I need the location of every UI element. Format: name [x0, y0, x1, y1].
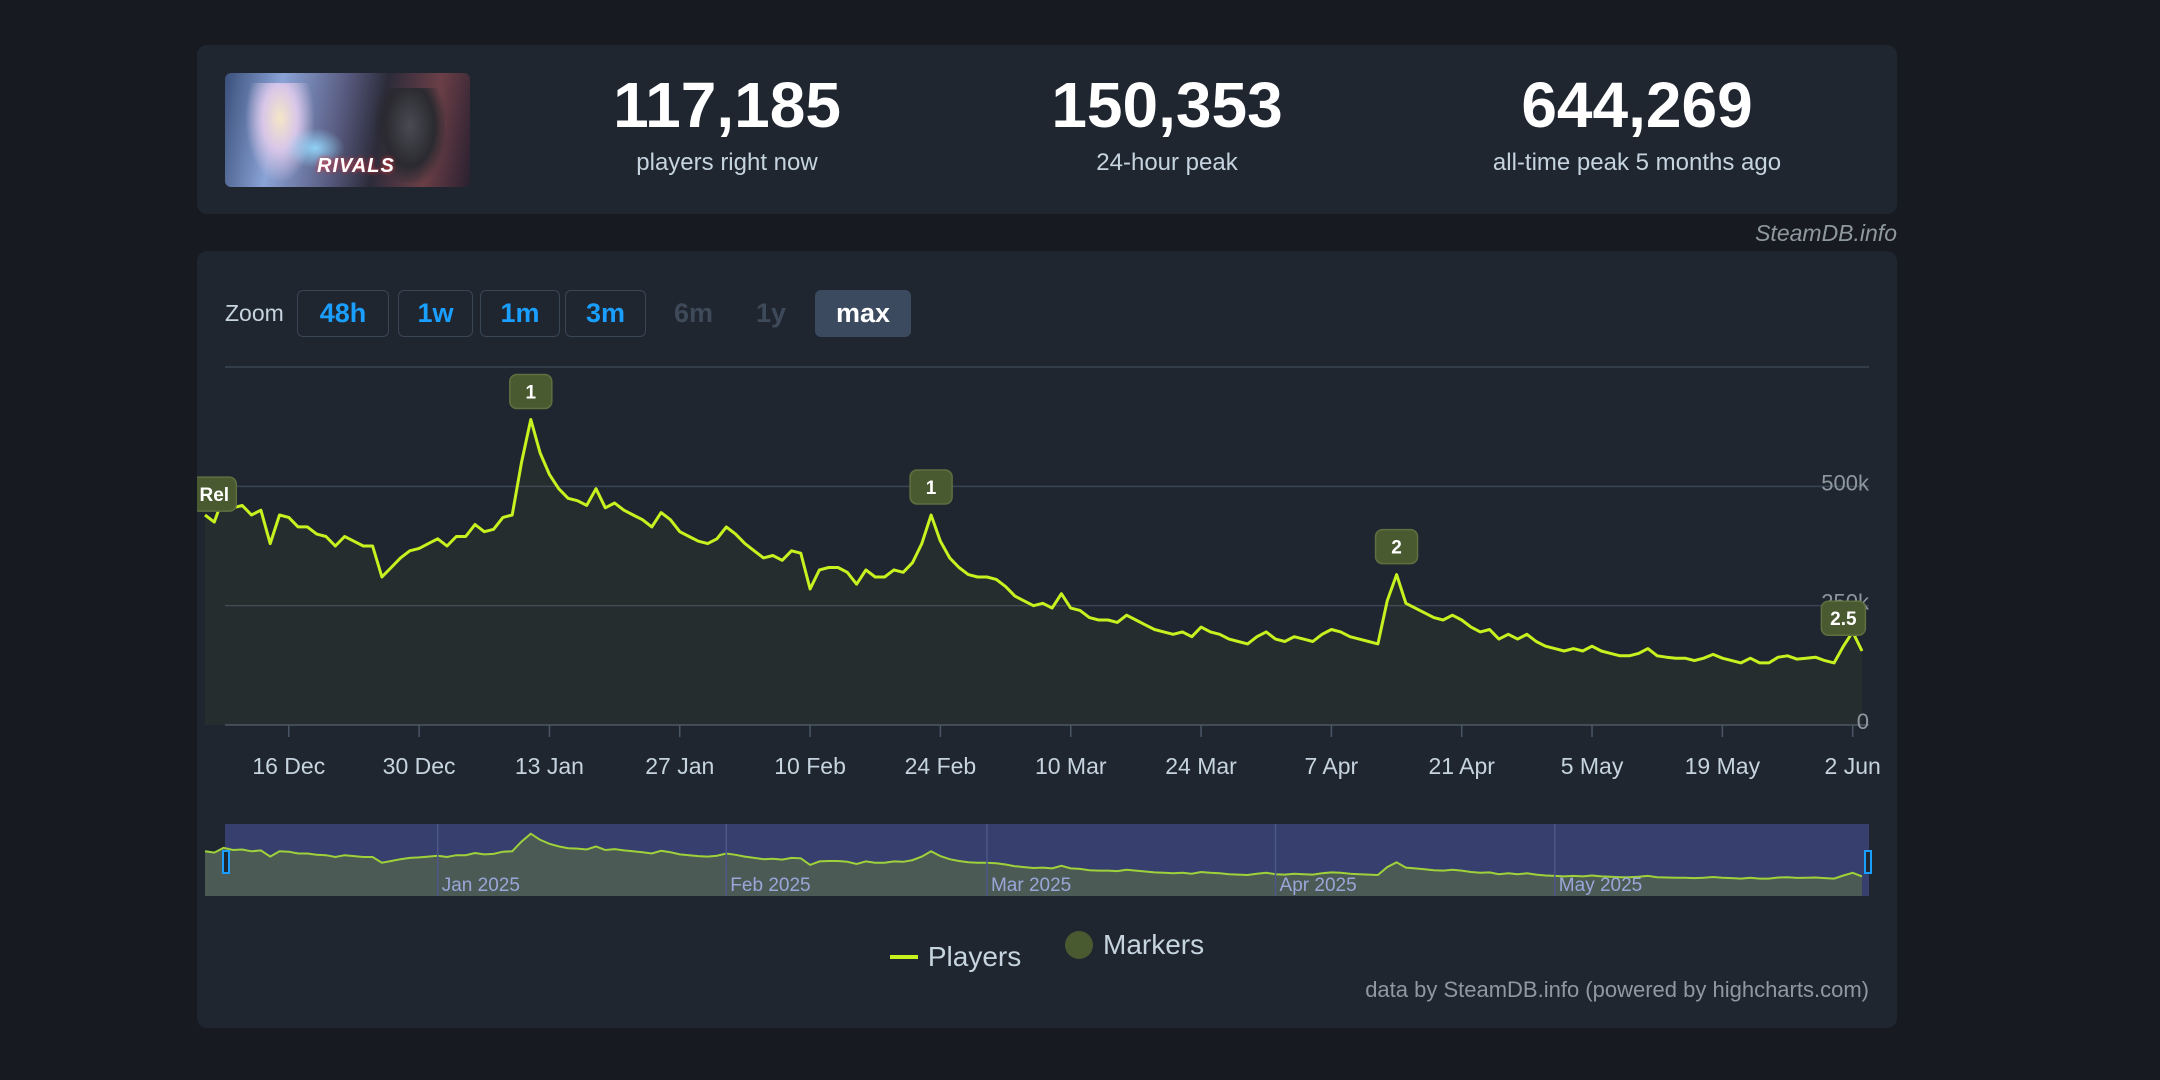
y-tick-label: 0: [1857, 709, 1869, 734]
zoom-48h-button[interactable]: 48h: [297, 290, 389, 337]
stat-current-players: 117,185 players right now: [557, 73, 897, 177]
players-line-icon: [889, 955, 918, 959]
energy-glow: [285, 128, 345, 168]
marker-label: Rel: [200, 485, 230, 506]
24h-peak-value: 150,353: [1051, 69, 1283, 141]
navigator-line: [204, 832, 1863, 880]
navigator-label: May 2025: [1559, 875, 1642, 896]
legend-players-label: Players: [927, 941, 1022, 972]
chart-card: Zoom 48h 1w 1m 3m 6m 1y max 0250k500k16 …: [197, 251, 1897, 1028]
legend-markers[interactable]: Markers: [1065, 929, 1204, 961]
release-marker: [909, 469, 953, 505]
stats-header: RIVALS 117,185 players right now 150,353…: [197, 45, 1897, 214]
stat-all-time-peak: 644,269 all-time peak 5 months ago: [1427, 73, 1847, 177]
x-tick-label: 24 Mar: [1165, 753, 1237, 779]
release-marker: [1820, 600, 1867, 636]
navigator-handle-right: [1864, 850, 1872, 874]
x-tick-label: 24 Feb: [905, 753, 977, 779]
zoom-max-button[interactable]: max: [815, 290, 911, 337]
players-area: [205, 419, 1862, 725]
x-tick-label: 30 Dec: [383, 753, 456, 779]
marker-label: 2: [1391, 538, 1402, 559]
all-time-peak-value: 644,269: [1521, 69, 1753, 141]
x-tick-label: 2 Jun: [1825, 753, 1881, 779]
navigator-area: [205, 833, 1862, 896]
game-logo: RIVALS: [317, 155, 395, 177]
marker-label: 2.5: [1830, 609, 1857, 630]
navigator-handle-left: [222, 850, 230, 874]
release-marker: [197, 476, 238, 512]
all-time-peak-label: all-time peak 5 months ago: [1492, 149, 1782, 176]
navigator-label: Mar 2025: [991, 875, 1071, 896]
current-players-value: 117,185: [613, 69, 841, 141]
navigator-label: Jan 2025: [442, 875, 520, 896]
zoom-1w-button[interactable]: 1w: [398, 290, 473, 337]
chart-legend: Players Markers: [197, 929, 1897, 973]
markers-dot-icon: [1065, 931, 1094, 959]
current-players-label: players right now: [636, 149, 818, 176]
x-tick-label: 16 Dec: [252, 753, 325, 779]
stat-24h-peak: 150,353 24-hour peak: [997, 73, 1337, 177]
release-marker: [509, 373, 553, 410]
zoom-6m-button: 6m: [673, 298, 714, 328]
x-tick-label: 27 Jan: [645, 753, 714, 779]
x-tick-label: 10 Mar: [1035, 753, 1107, 779]
release-marker: [1374, 528, 1419, 565]
y-tick-label: 500k: [1821, 470, 1870, 495]
zoom-1m-button[interactable]: 1m: [480, 290, 560, 337]
hero-figure-right: [375, 88, 445, 183]
marker-label: 1: [526, 383, 537, 404]
x-tick-label: 21 Apr: [1428, 753, 1495, 779]
zoom-label: Zoom: [225, 300, 284, 326]
zoom-1y-button: 1y: [755, 298, 787, 328]
navigator-label: Apr 2025: [1280, 875, 1357, 896]
game-thumbnail[interactable]: RIVALS: [225, 73, 470, 187]
24h-peak-label: 24-hour peak: [1096, 149, 1238, 176]
marker-label: 1: [926, 478, 937, 499]
legend-markers-label: Markers: [1103, 929, 1205, 960]
x-tick-label: 19 May: [1685, 753, 1761, 779]
navigator-label: Feb 2025: [730, 875, 810, 896]
x-tick-label: 5 May: [1561, 753, 1624, 779]
legend-players[interactable]: Players: [889, 941, 1022, 973]
chart-attribution[interactable]: data by SteamDB.info (powered by highcha…: [1365, 977, 1869, 1002]
x-tick-label: 13 Jan: [515, 753, 584, 779]
players-series-line: [204, 418, 1864, 665]
zoom-3m-button[interactable]: 3m: [565, 290, 646, 337]
x-tick-label: 10 Feb: [774, 753, 846, 779]
steamdb-credit[interactable]: SteamDB.info: [1755, 220, 1897, 246]
x-tick-label: 7 Apr: [1305, 753, 1359, 779]
